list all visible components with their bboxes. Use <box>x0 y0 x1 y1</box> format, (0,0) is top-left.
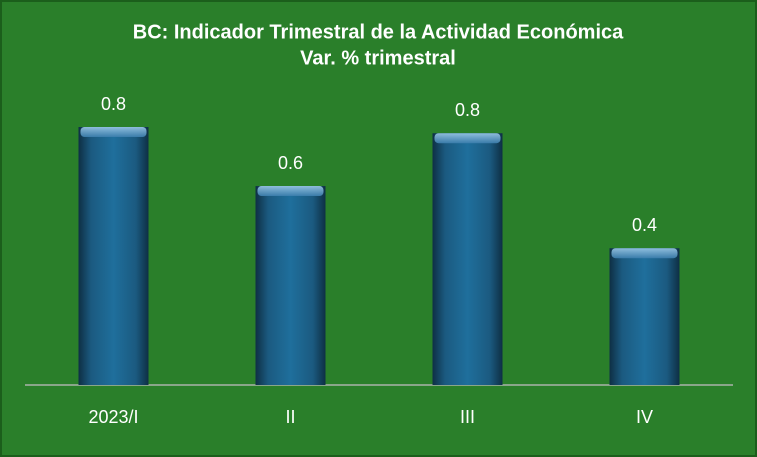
bar-cap <box>257 186 324 197</box>
bar <box>432 133 503 385</box>
x-tick-label: 2023/I <box>88 407 138 427</box>
bar-cap <box>80 127 147 137</box>
x-tick-label: III <box>460 407 475 427</box>
bar <box>609 248 680 385</box>
bar-cap <box>611 248 678 259</box>
value-label: 0.8 <box>101 94 126 114</box>
chart-subtitle: Var. % trimestral <box>300 47 456 69</box>
x-tick-label: II <box>285 407 295 427</box>
value-label: 0.6 <box>278 153 303 173</box>
x-tick-label: IV <box>636 407 653 427</box>
value-label: 0.8 <box>455 100 480 120</box>
bar-cap <box>434 133 501 144</box>
bar <box>255 186 326 385</box>
chart-title: BC: Indicador Trimestral de la Actividad… <box>133 21 624 43</box>
value-label: 0.4 <box>632 215 657 235</box>
bar <box>78 127 149 385</box>
